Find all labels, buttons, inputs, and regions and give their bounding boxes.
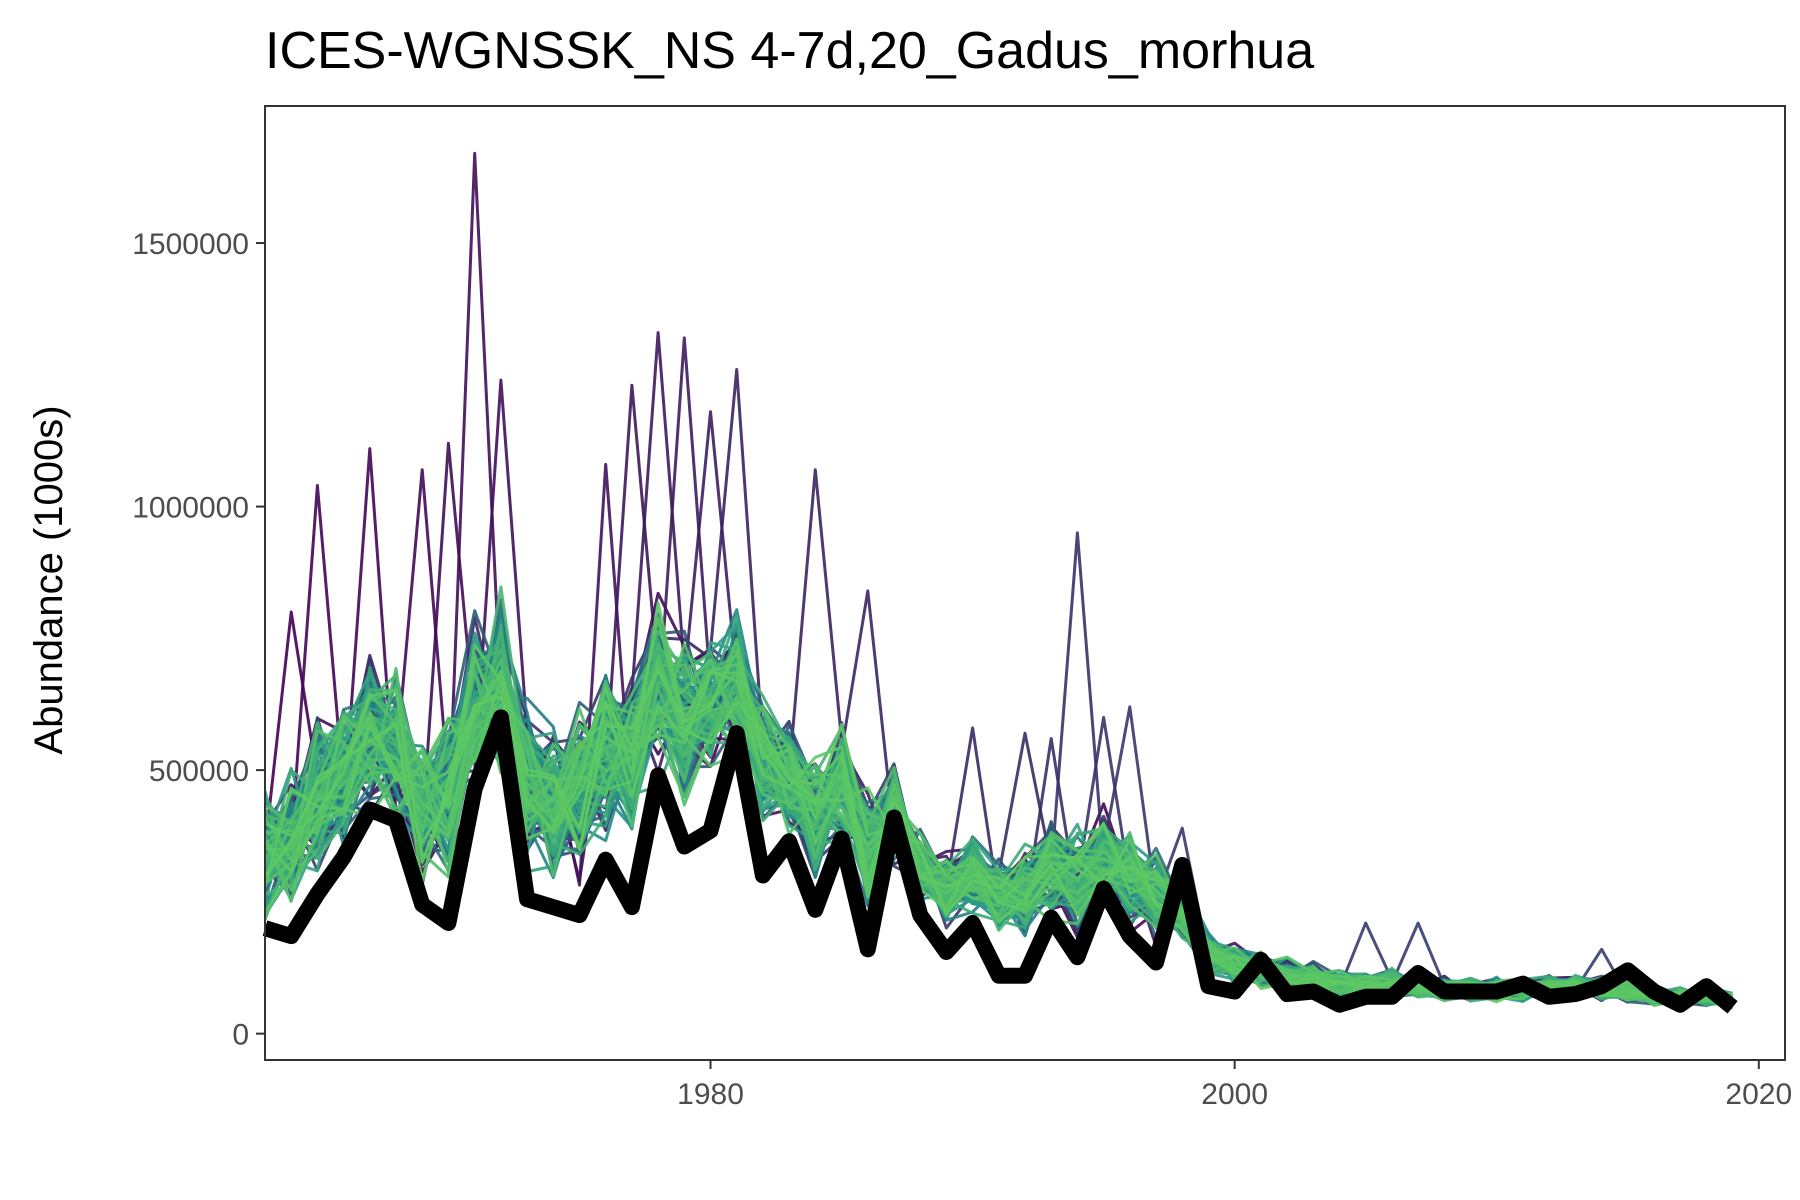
y-tick-label: 0 [232, 1019, 249, 1052]
x-tick-label: 1980 [677, 1078, 744, 1111]
x-axis: 1980 2000 2020 [677, 1060, 1792, 1111]
y-axis: 0 500000 1000000 1500000 [132, 228, 265, 1052]
simulation-lines [265, 151, 1734, 1010]
simulation-line [265, 585, 1733, 1003]
x-tick-label: 2020 [1725, 1078, 1792, 1111]
plot-panel-border [264, 105, 1786, 1061]
x-tick-label: 2000 [1201, 1078, 1268, 1111]
main-estimate-line [262, 709, 1738, 1014]
simulation-line [265, 649, 1733, 1002]
y-tick-label: 1000000 [132, 492, 249, 525]
y-axis-label: Abundance (1000s) [27, 405, 71, 754]
y-tick-label: 1500000 [132, 228, 249, 261]
simulation-line [265, 659, 1733, 1001]
main-estimate-group [262, 709, 1738, 1014]
chart-title: ICES-WGNSSK_NS 4-7d,20_Gadus_morhua [265, 22, 1314, 80]
y-tick-label: 500000 [149, 755, 249, 788]
